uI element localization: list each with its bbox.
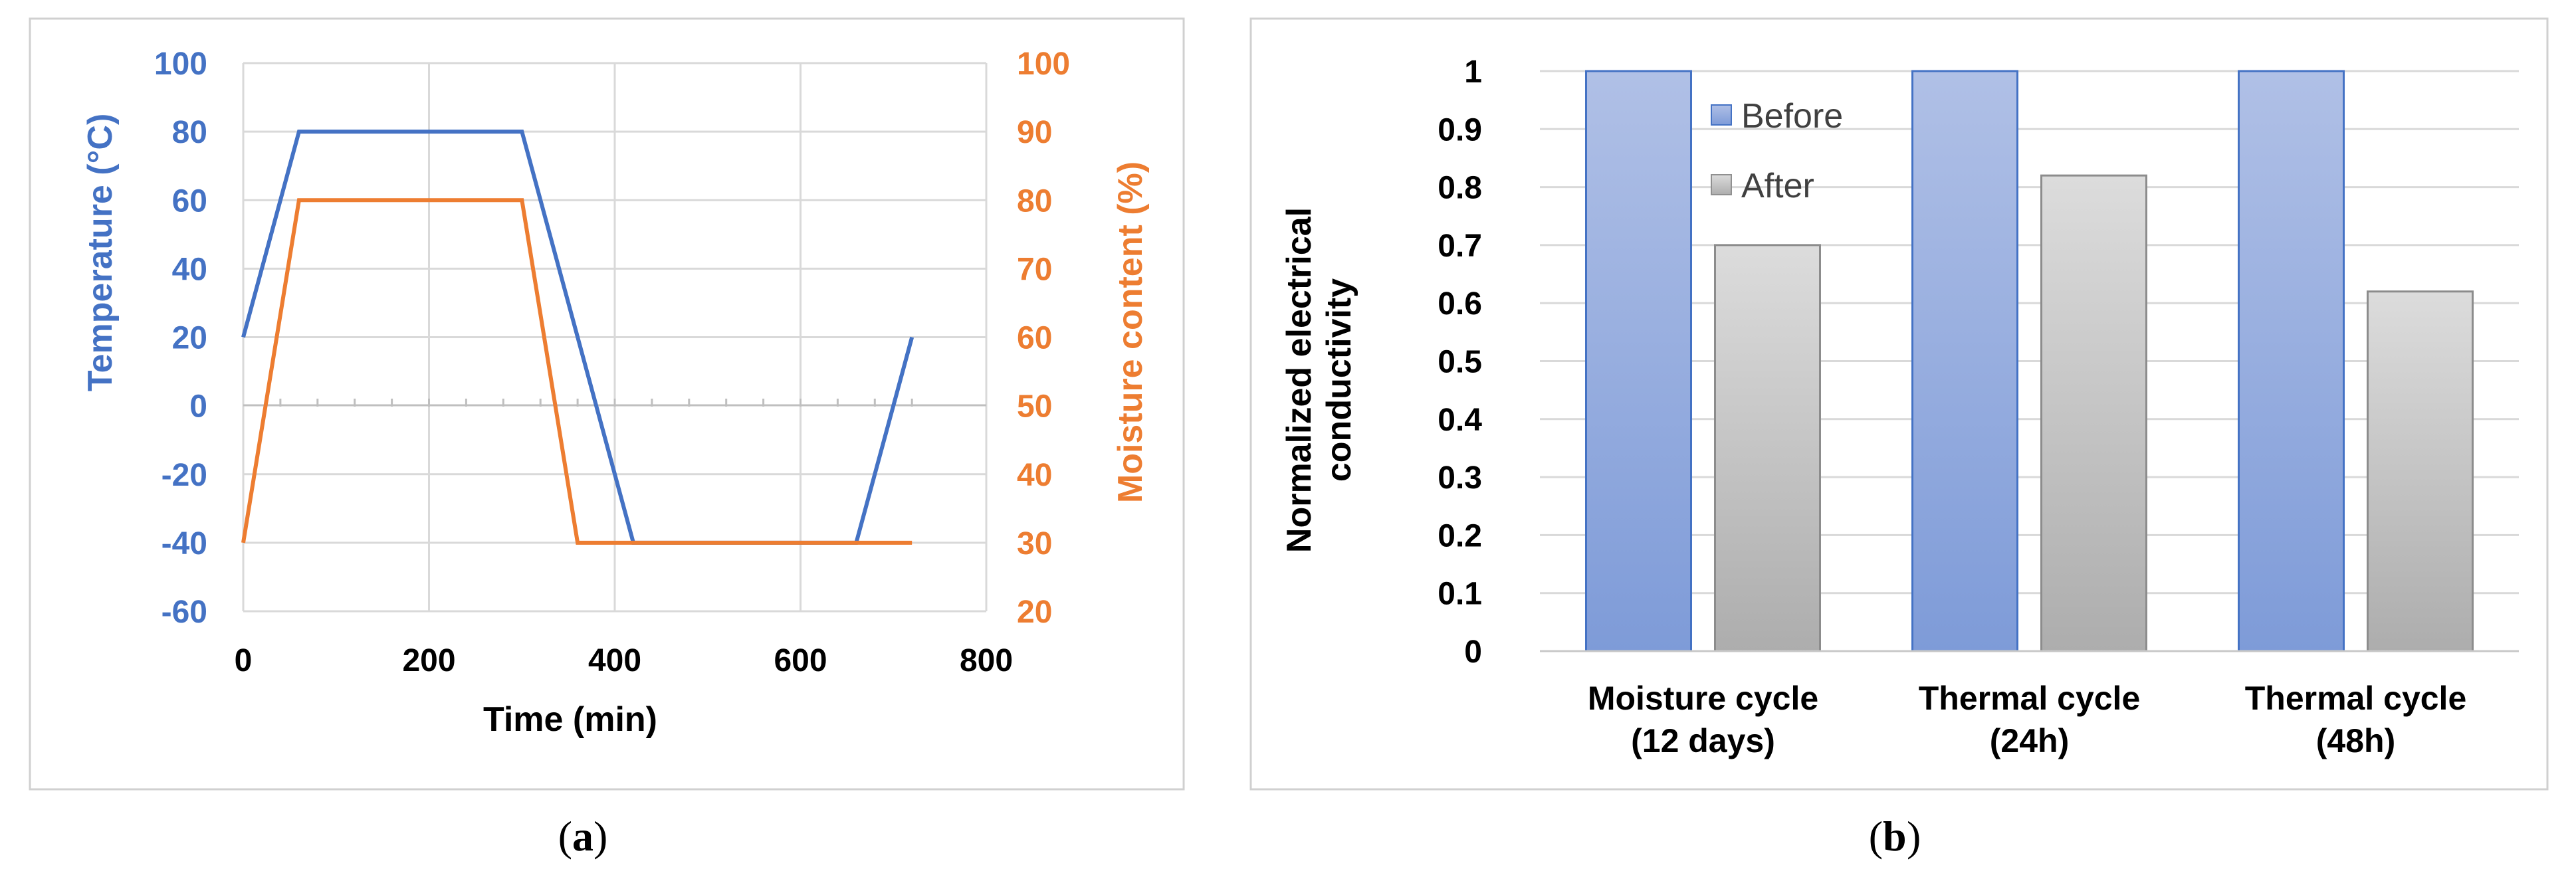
chart-a-x-tick-label: 600 [774,643,827,678]
chart-b-y-tick-label: 0.6 [1438,286,1482,322]
chart-a-right-tick-label: 30 [1017,526,1052,561]
bar-before-2 [2238,70,2345,652]
caption-a: ( a ) [558,813,608,860]
chart-a-x-ticks: 0 200 400 600 800 [235,643,1013,678]
chart-a-left-tick-label: 0 [189,389,207,425]
chart-a-right-tick-label: 20 [1017,595,1052,630]
chart-b-ylabel-line2: conductivity [1320,278,1358,482]
chart-a-left-tick-label: 40 [172,252,207,287]
chart-b-category-label-line1: Thermal cycle [2245,680,2467,717]
chart-b-y-tick-label: 1 [1464,54,1482,90]
chart-b-ylabel-line1: Normalized electrical [1280,207,1319,553]
chart-a-left-tick-label: -60 [161,595,207,630]
chart-b-y-ticks: 1 0.9 0.8 0.7 0.6 0.5 0.4 0.3 0.2 0.1 0 [1438,54,1482,670]
chart-a-right-tick-label: 80 [1017,183,1052,219]
chart-b-y-tick-label: 0.8 [1438,171,1482,206]
series-line-moisture-content [241,198,912,545]
caption-a-letter: a [572,813,593,860]
chart-b-y-tick-label: 0 [1464,635,1482,670]
chart-a-right-tick-label: 90 [1017,115,1052,150]
chart-b-y-tick-label: 0.4 [1438,403,1482,438]
bar-after-1 [2040,174,2147,652]
chart-a-x-tick-label: 800 [960,643,1013,678]
chart-b-y-tick-label: 0.1 [1438,577,1482,612]
chart-a-x-tick-label: 0 [235,643,253,678]
chart-a-left-tick-label: 100 [154,47,207,82]
chart-a-right-tick-label: 70 [1017,252,1052,287]
chart-a-right-tick-label: 100 [1017,47,1070,82]
chart-a-right-tick-label: 50 [1017,389,1052,425]
chart-a-left-tick-label: 80 [172,115,207,150]
caption-b-letter: b [1883,813,1907,860]
chart-a-x-tick-label: 400 [588,643,641,678]
chart-b-y-tick-label: 0.7 [1438,229,1482,264]
chart-a-left-tick-label: -20 [161,458,207,493]
chart-a-left-tick-label: 60 [172,183,207,219]
chart-a-xlabel: Time (min) [483,700,657,739]
chart-a-series [241,130,914,545]
svg-text:(: ( [1869,813,1883,860]
bar-after-0 [1714,244,1821,652]
legend-label-after: After [1741,167,1814,205]
chart-b-category-labels: Moisture cycle (12 days) Thermal cycle (24h… [1588,680,2466,759]
legend-swatch-before [1711,104,1732,126]
chart-b-bars [1585,70,2474,652]
chart-b-category-label-line2: (48h) [2316,722,2395,759]
chart-b-y-tick-label: 0.3 [1438,460,1482,496]
chart-b-category-label-line1: Thermal cycle [1919,680,2141,717]
chart-a-ylabel-left: Temperature (°C) [81,114,120,392]
bar-after-2 [2367,290,2474,652]
chart-a-x-tick-label: 200 [402,643,455,678]
chart-a-right-ticks: 100 90 80 70 60 50 40 30 20 [1017,47,1070,630]
chart-b-y-tick-label: 0.9 [1438,112,1482,147]
chart-b: 1 0.9 0.8 0.7 0.6 0.5 0.4 0.3 0.2 0.1 0 Moisture c… [1249,17,2549,791]
legend-label-before: Before [1741,97,1843,136]
chart-a-left-ticks: 100 80 60 40 20 0 -20 -40 -60 [154,47,207,630]
chart-b-category-label-line2: (24h) [1990,722,2069,759]
chart-a-frame [29,17,1185,791]
chart-b-gridlines [1540,70,2519,595]
svg-text:): ) [593,813,607,860]
chart-b-y-tick-label: 0.5 [1438,345,1482,380]
chart-b-legend: Before After [1711,97,1843,205]
svg-text:): ) [1907,813,1921,860]
chart-b-y-tick-label: 0.2 [1438,518,1482,553]
svg-text:(: ( [558,813,572,860]
bar-before-0 [1585,70,1692,652]
chart-a-left-tick-label: -40 [161,526,207,561]
chart-b-category-label-line2: (12 days) [1631,722,1775,759]
chart-a-right-tick-label: 40 [1017,458,1052,493]
chart-b-category-label-line1: Moisture cycle [1588,680,1818,717]
chart-a-right-tick-label: 60 [1017,321,1052,356]
chart-a-ylabel-right: Moisture content (%) [1111,161,1150,503]
legend-swatch-after [1711,174,1732,195]
chart-a-left-tick-label: 20 [172,321,207,356]
bar-before-1 [1911,70,2018,652]
chart-a-axes [243,399,986,407]
caption-b: ( b ) [1869,813,1921,860]
series-line-temperature [241,130,914,545]
